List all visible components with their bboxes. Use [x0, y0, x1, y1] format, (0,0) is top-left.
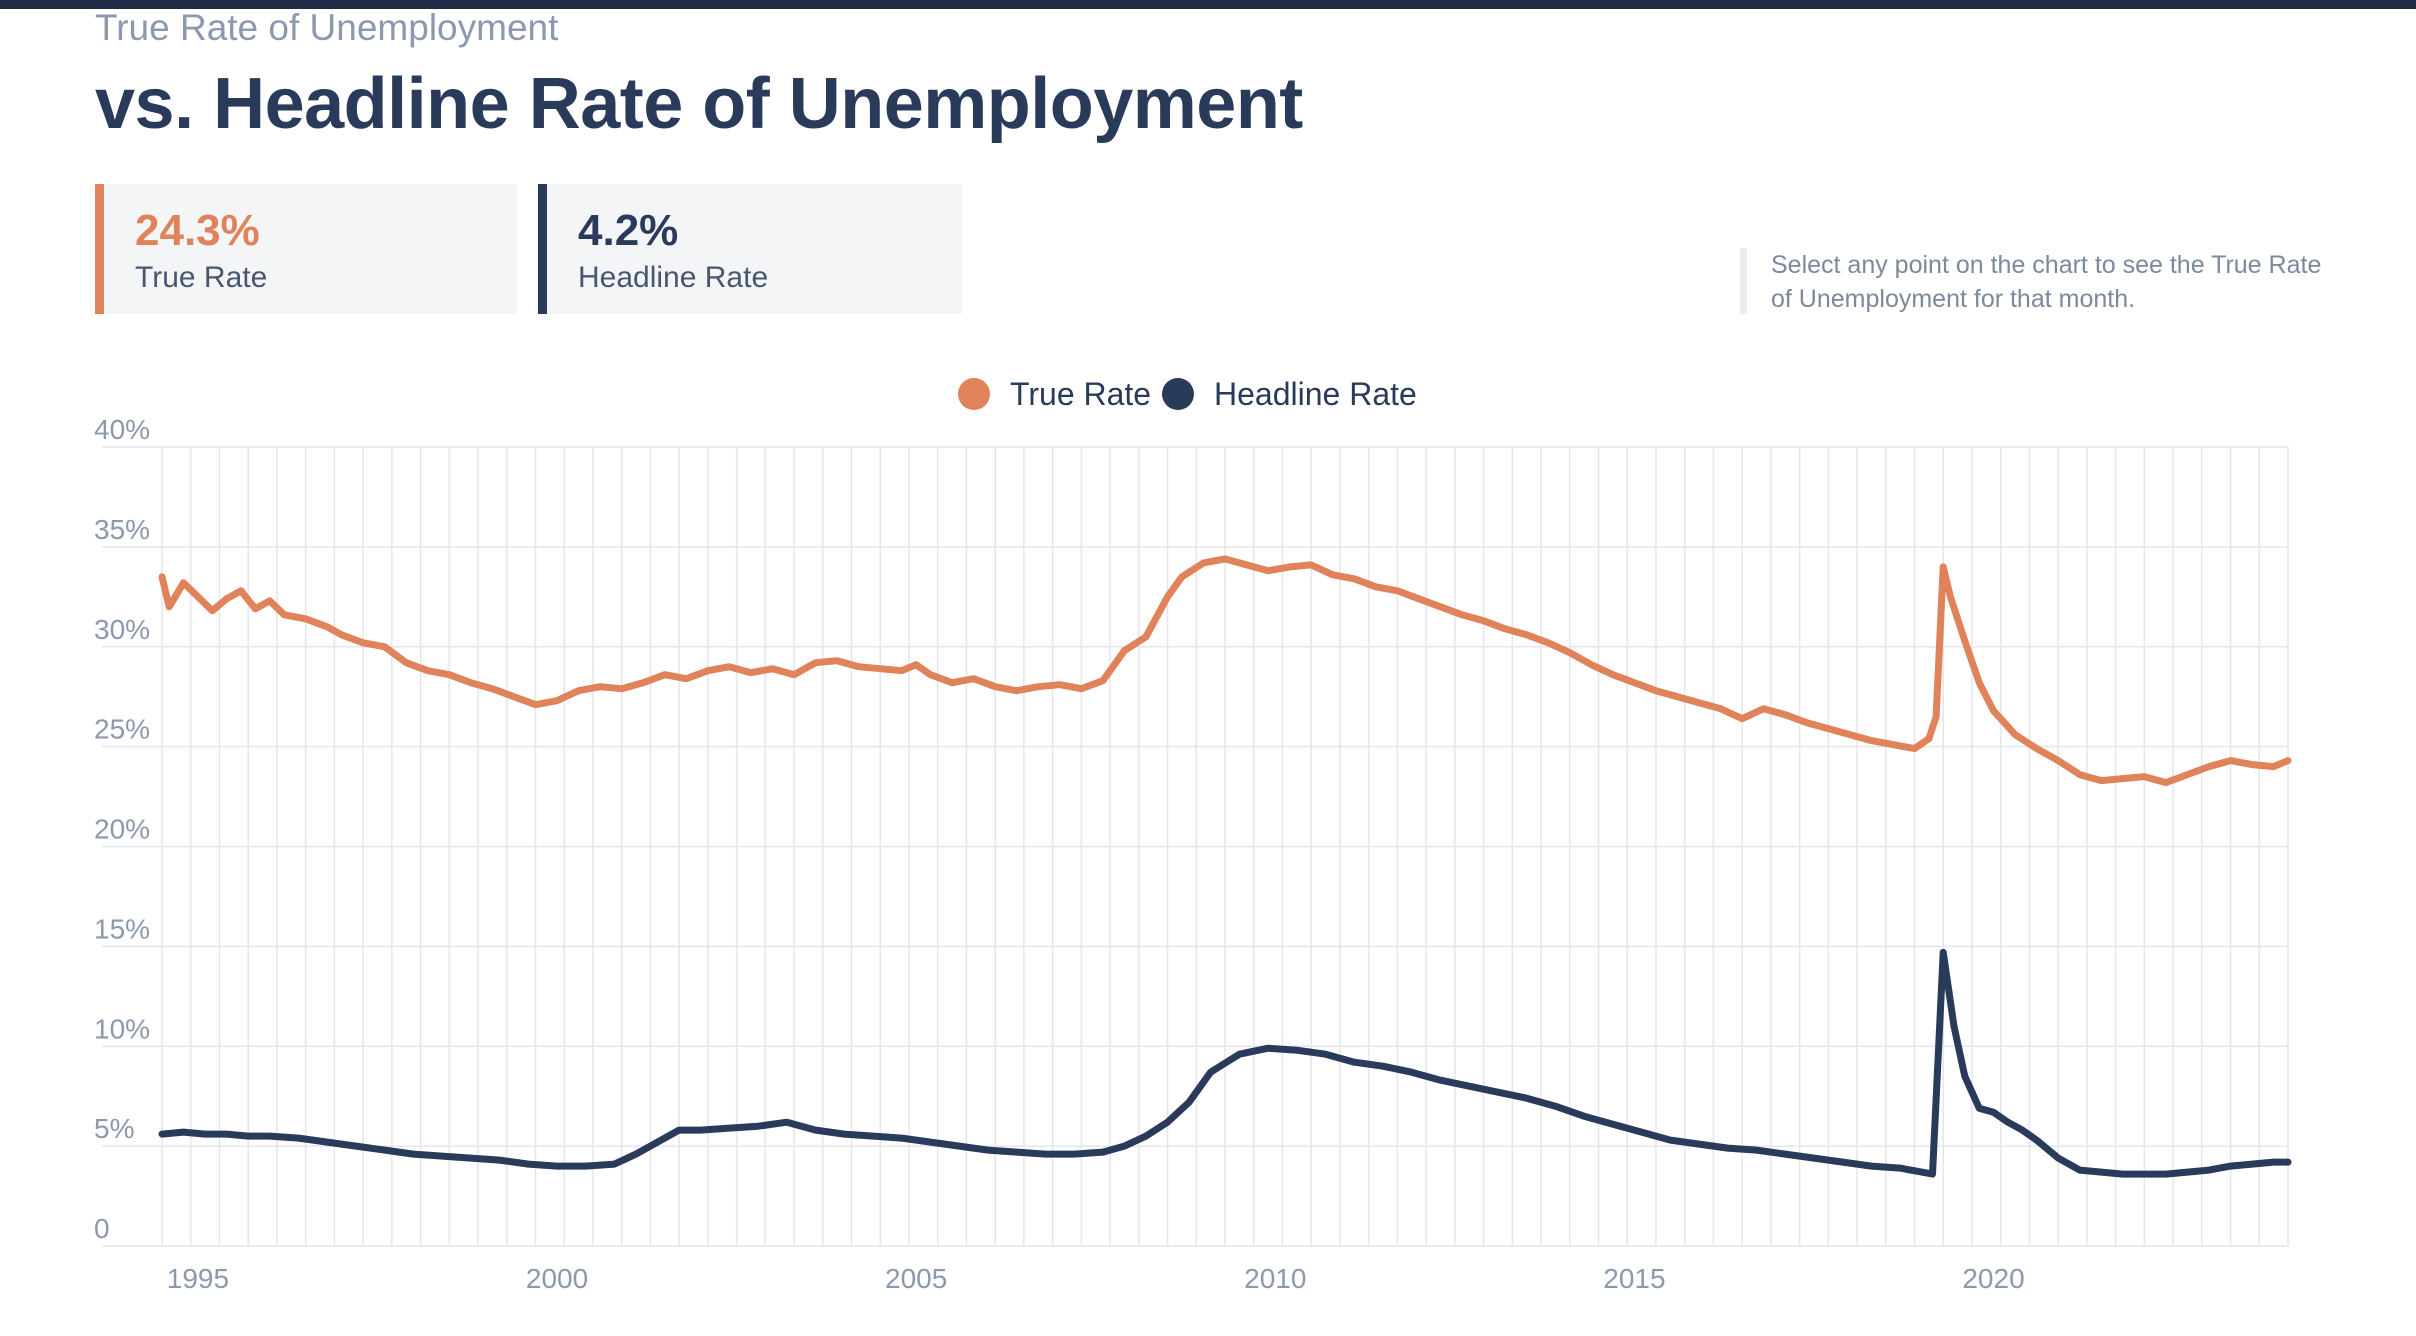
true-rate-label: True Rate — [135, 261, 268, 294]
headline-rate-stat-card: 4.2% Headline Rate — [538, 184, 962, 314]
legend-dot-headline-rate — [1162, 378, 1194, 410]
chart-hint-text: Select any point on the chart to see the… — [1740, 248, 2331, 314]
y-tick-label: 35% — [94, 514, 150, 545]
legend-item-headline-rate[interactable]: Headline Rate — [1162, 372, 1417, 416]
y-tick-label: 15% — [94, 913, 150, 944]
headline-rate-line[interactable] — [158, 948, 2292, 1178]
true-rate-line[interactable] — [158, 555, 2292, 787]
headline-rate-value: 4.2% — [578, 206, 679, 255]
y-tick-label: 40% — [94, 414, 150, 445]
y-tick-label: 20% — [94, 814, 150, 845]
legend-dot-true-rate — [958, 378, 990, 410]
y-tick-label: 5% — [94, 1113, 134, 1144]
true-rate-value: 24.3% — [135, 206, 260, 255]
y-axis-labels: 0 5% 10% 15% 20% 25% 30% 35% 40% — [94, 414, 150, 1244]
true-rate-stat-card: 24.3% True Rate — [95, 184, 517, 314]
x-tick-label: 1995 — [167, 1263, 229, 1294]
legend-label-headline-rate: Headline Rate — [1214, 375, 1417, 412]
series-lines[interactable] — [158, 555, 2292, 1178]
chart-title: vs. Headline Rate of Unemployment — [95, 64, 1303, 144]
y-tick-label: 25% — [94, 714, 150, 745]
y-tick-label: 0 — [94, 1213, 110, 1244]
chart-legend: True Rate Headline Rate — [0, 372, 2416, 416]
legend-item-true-rate[interactable]: True Rate — [958, 372, 1151, 416]
horizontal-gridlines — [102, 446, 2288, 1247]
x-tick-label: 2015 — [1603, 1263, 1665, 1294]
legend-label-true-rate: True Rate — [1010, 375, 1152, 412]
top-accent-bar — [0, 0, 2416, 9]
y-tick-label: 30% — [94, 614, 150, 645]
headline-rate-accent-bar — [538, 184, 547, 314]
x-axis-labels: 1995 2000 2005 2010 2015 2020 — [167, 1263, 2025, 1294]
chart-kicker: True Rate of Unemployment — [95, 7, 559, 48]
x-tick-label: 2020 — [1962, 1263, 2024, 1294]
headline-rate-label: Headline Rate — [578, 261, 769, 294]
true-rate-accent-bar — [95, 184, 104, 314]
x-tick-label: 2005 — [885, 1263, 947, 1294]
x-tick-label: 2010 — [1244, 1263, 1306, 1294]
x-tick-label: 2000 — [526, 1263, 588, 1294]
y-tick-label: 10% — [94, 1013, 150, 1044]
